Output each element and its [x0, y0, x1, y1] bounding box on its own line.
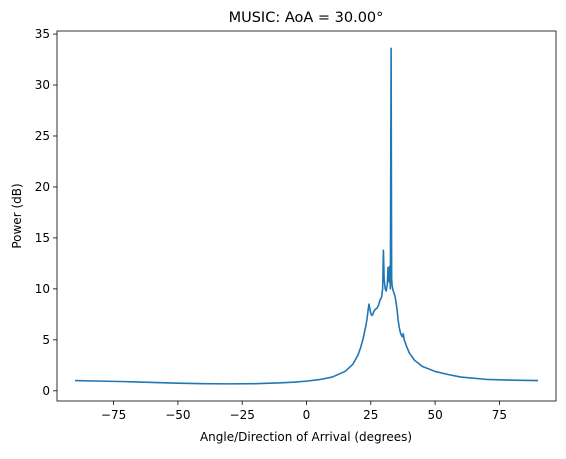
y-tick-label: 25	[35, 129, 50, 143]
x-tick-label: 50	[427, 408, 442, 422]
x-tick-label: 75	[492, 408, 507, 422]
x-tick-label: −50	[165, 408, 190, 422]
y-tick-label: 30	[35, 78, 50, 92]
y-tick-label: 0	[42, 384, 50, 398]
x-axis-label: Angle/Direction of Arrival (degrees)	[200, 430, 412, 444]
plot-frame	[56, 30, 557, 402]
x-axis: −75 −50 −25 0 25 50 75	[101, 401, 507, 422]
y-tick-label: 10	[35, 282, 50, 296]
x-tick-label: 0	[303, 408, 311, 422]
series-line	[74, 47, 539, 385]
y-axis-label: Power (dB)	[10, 183, 24, 248]
plot-area	[56, 30, 557, 402]
y-tick-label: 35	[35, 27, 50, 41]
chart-title: MUSIC: AoA = 30.00°	[229, 10, 384, 26]
y-tick-label: 5	[42, 333, 50, 347]
y-tick-label: 15	[35, 231, 50, 245]
x-tick-label: −75	[101, 408, 126, 422]
y-axis: 0 5 10 15 20 25 30 35	[35, 27, 57, 398]
y-tick-label: 20	[35, 180, 50, 194]
x-tick-label: 25	[363, 408, 378, 422]
x-tick-label: −25	[230, 408, 255, 422]
